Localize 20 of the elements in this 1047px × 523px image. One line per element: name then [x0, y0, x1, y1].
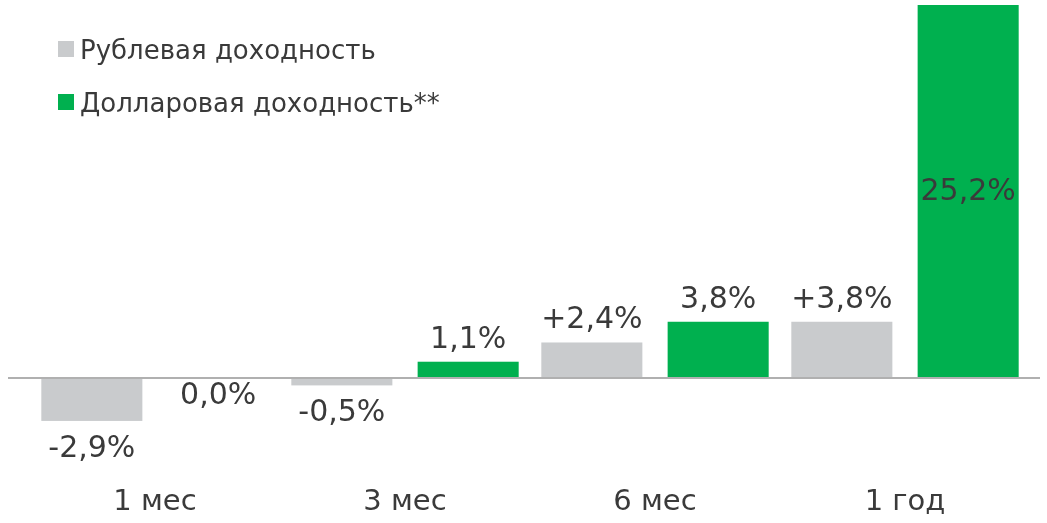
data-label: +3,8%: [791, 279, 893, 315]
x-tick-label: 3 мес: [363, 483, 447, 517]
legend-label: Рублевая доходность: [80, 35, 376, 65]
data-label: +2,4%: [541, 300, 643, 336]
bar: [541, 342, 643, 378]
data-label: 0,0%: [180, 376, 257, 411]
legend-label: Долларовая доходность**: [80, 88, 440, 118]
data-label: 1,1%: [430, 319, 507, 355]
x-tick-label: 1 мес: [113, 483, 197, 517]
x-tick-label: 1 год: [864, 483, 946, 517]
bar: [917, 5, 1019, 378]
data-label: 25,2%: [920, 172, 1016, 207]
data-label: -0,5%: [298, 393, 386, 429]
x-tick-label: 6 мес: [613, 483, 697, 517]
bar: [791, 321, 893, 378]
bar: [417, 361, 519, 378]
data-label: -2,9%: [48, 428, 136, 464]
bar: [667, 321, 769, 378]
bar: [41, 378, 143, 421]
data-label: 3,8%: [680, 279, 757, 315]
